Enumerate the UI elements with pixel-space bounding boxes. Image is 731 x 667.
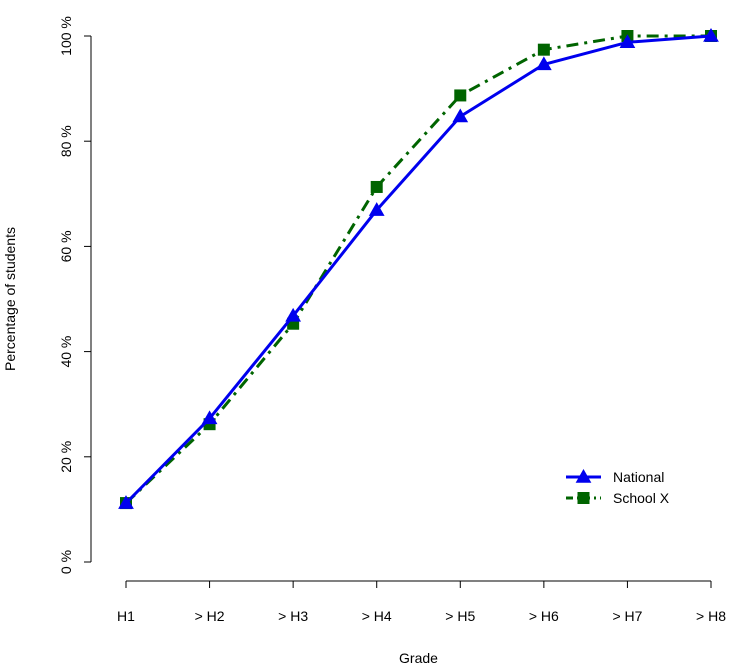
data-point-school-x	[455, 90, 466, 101]
y-axis: 0 % 20 % 40 % 60 % 80 % 100 %	[58, 16, 91, 574]
series-line-school-x	[126, 36, 711, 503]
legend: National School X	[566, 469, 670, 506]
data-point-national	[453, 109, 467, 121]
x-tick-label: H1	[117, 608, 135, 624]
x-tick-label: > H6	[529, 608, 559, 624]
legend-item-national: National	[566, 469, 664, 485]
x-tick-label: > H4	[362, 608, 392, 624]
series-layer	[119, 29, 718, 509]
series-line-national	[126, 36, 711, 503]
legend-item-school-x: School X	[566, 490, 670, 506]
y-tick-label: 80 %	[58, 125, 74, 157]
x-tick-label: > H8	[696, 608, 726, 624]
y-tick-label: 20 %	[58, 441, 74, 473]
y-tick-label: 60 %	[58, 230, 74, 262]
data-point-school-x	[538, 44, 549, 55]
legend-label-school-x: School X	[613, 490, 670, 506]
x-tick-label: > H5	[445, 608, 475, 624]
series-school-x	[121, 31, 717, 509]
legend-label-national: National	[613, 469, 664, 485]
x-tick-label: > H7	[612, 608, 642, 624]
x-tick-label: > H2	[195, 608, 225, 624]
data-point-school-x	[371, 181, 382, 192]
y-tick-label: 100 %	[58, 16, 74, 56]
x-tick-label: > H3	[278, 608, 308, 624]
legend-marker-school-x	[578, 493, 589, 504]
y-axis-title: Percentage of students	[2, 227, 18, 371]
y-tick-label: 0 %	[58, 550, 74, 574]
x-axis: H1 > H2 > H3 > H4 > H5 > H6 > H7 > H8	[117, 581, 726, 624]
y-tick-label: 40 %	[58, 336, 74, 368]
series-national	[119, 29, 718, 508]
x-axis-title: Grade	[399, 650, 438, 666]
